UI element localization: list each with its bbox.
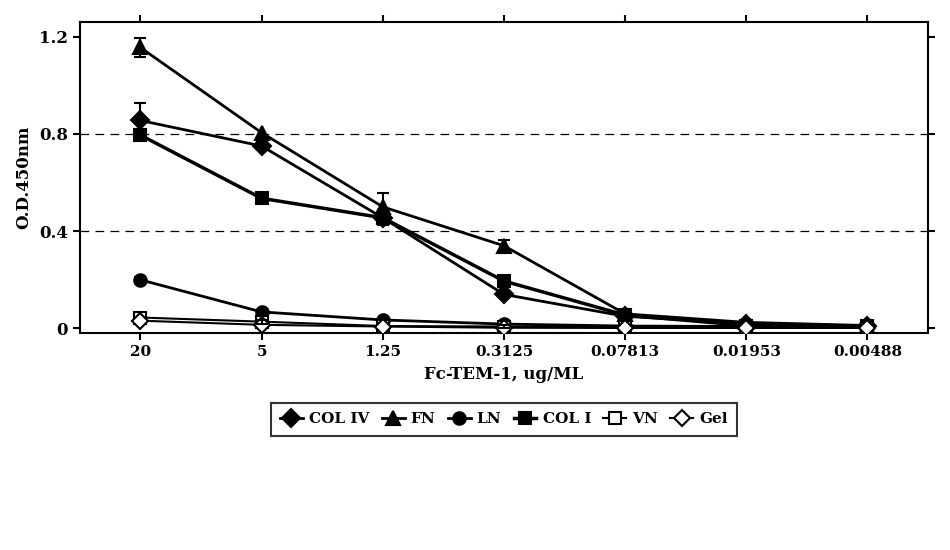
Legend: COL IV, FN, LN, COL I, VN, Gel: COL IV, FN, LN, COL I, VN, Gel: [271, 403, 737, 436]
COL IV: [741, 320, 752, 327]
VN: [498, 323, 509, 330]
COL IV: [135, 117, 146, 124]
COL I: [256, 195, 267, 202]
COL IV: [619, 313, 631, 320]
LN: [256, 309, 267, 315]
Gel: [498, 324, 509, 331]
LN: [619, 323, 631, 329]
VN: [135, 314, 146, 321]
LN: [377, 317, 389, 323]
LN: [741, 323, 752, 330]
FN: [256, 129, 267, 136]
VN: [377, 323, 389, 329]
Gel: [741, 324, 752, 331]
FN: [498, 243, 509, 249]
VN: [741, 324, 752, 331]
LN: [135, 277, 146, 283]
COL I: [498, 278, 509, 284]
FN: [862, 322, 873, 329]
FN: [377, 204, 389, 210]
VN: [862, 324, 873, 331]
COL IV: [862, 323, 873, 329]
Gel: [619, 324, 631, 331]
Gel: [377, 323, 389, 330]
Line: VN: VN: [134, 311, 874, 334]
VN: [619, 324, 631, 331]
Line: COL IV: COL IV: [134, 114, 874, 332]
COL IV: [256, 142, 267, 149]
VN: [256, 318, 267, 325]
FN: [135, 44, 146, 51]
Line: Gel: Gel: [135, 315, 873, 333]
Line: LN: LN: [134, 273, 874, 333]
FN: [619, 311, 631, 317]
Gel: [862, 324, 873, 331]
X-axis label: Fc-TEM-1, ug/ML: Fc-TEM-1, ug/ML: [425, 366, 583, 383]
Line: FN: FN: [133, 41, 874, 333]
Line: COL I: COL I: [134, 129, 874, 332]
COL I: [135, 132, 146, 139]
COL I: [741, 322, 752, 329]
LN: [862, 323, 873, 330]
Y-axis label: O.D.450nm: O.D.450nm: [15, 126, 32, 229]
COL IV: [377, 214, 389, 221]
LN: [498, 321, 509, 327]
Gel: [256, 322, 267, 328]
COL I: [862, 323, 873, 329]
COL I: [377, 214, 389, 221]
COL IV: [498, 291, 509, 298]
Gel: [135, 317, 146, 324]
COL I: [619, 312, 631, 318]
FN: [741, 319, 752, 326]
